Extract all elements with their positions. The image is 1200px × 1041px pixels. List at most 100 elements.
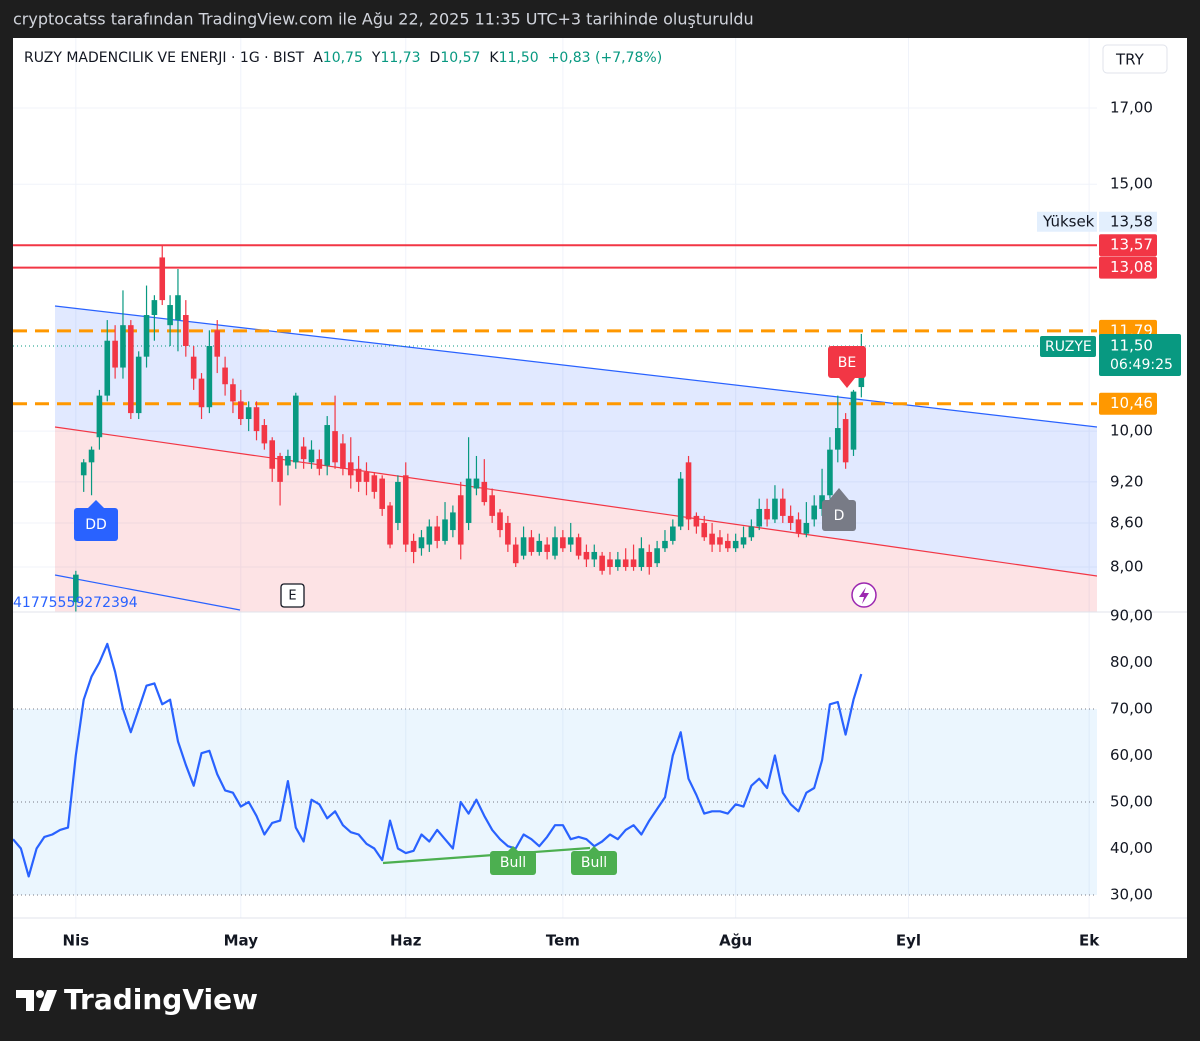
candle-body [363, 472, 370, 482]
candle-body [630, 559, 637, 567]
logo-mark [39, 990, 57, 1011]
candle-body [308, 449, 315, 463]
divergence-arrow [507, 846, 519, 852]
candle-body [465, 478, 472, 523]
currency-box[interactable] [1102, 44, 1168, 74]
candle-body [599, 555, 605, 571]
candle-body [332, 431, 338, 463]
last-price-box [1099, 333, 1181, 376]
price-label-box [1099, 392, 1157, 415]
candle-body [340, 443, 346, 469]
candle-body [237, 401, 244, 420]
x-tick-label: Tem [546, 932, 580, 950]
candle-body [245, 407, 252, 420]
candle-body [489, 495, 495, 516]
channel-fill-lower [55, 427, 1097, 612]
high-marker-name: Yüksek [1042, 212, 1095, 230]
candle-body [779, 498, 786, 516]
signal-box [828, 346, 866, 378]
candle-body [756, 508, 763, 527]
symbol-title: RUZY MADENCILIK VE ENERJI · 1G · BIST [24, 50, 305, 66]
signal-label: BE [838, 355, 856, 371]
candle-body [112, 340, 118, 368]
logo-mark [36, 990, 44, 998]
trendline [54, 305, 1097, 428]
candle-body [787, 515, 794, 523]
price-label-box [1099, 256, 1157, 279]
candle-body [418, 537, 425, 549]
candle-body [457, 495, 464, 545]
candle-body [355, 468, 362, 482]
candle-body [442, 519, 448, 541]
legend-change: +0,83 (+7,78%) [547, 50, 663, 66]
signal-label: DD [85, 517, 107, 533]
candle-body [662, 540, 668, 549]
candle-body [528, 537, 535, 552]
x-tick-label: Ek [1079, 932, 1100, 950]
rsi-pane: Bull Bull [13, 642, 1097, 896]
legend-value: 11,50 [498, 50, 539, 66]
candle-body [175, 295, 181, 321]
candle-body [615, 559, 621, 567]
candle-body [748, 526, 755, 538]
logo-mark [16, 990, 34, 1011]
candle-body [230, 384, 236, 402]
rsi-tick-label: 90,00 [1110, 606, 1153, 624]
candle-body [693, 515, 700, 527]
candle-body [88, 449, 95, 463]
signal-arrow [88, 500, 104, 508]
candle-body [80, 462, 87, 476]
candle-body [190, 356, 197, 379]
candle-body [834, 428, 841, 450]
candle-body [842, 419, 849, 463]
symbol-tag: RUZYE [1045, 339, 1092, 355]
candle-body [685, 462, 692, 520]
candle-body [410, 540, 417, 552]
candle-body [261, 425, 268, 444]
brand-logo [16, 990, 57, 1011]
rsi-tick-label: 60,00 [1110, 746, 1153, 764]
legend-value: 10,57 [440, 50, 481, 66]
legend-key: K [489, 50, 499, 66]
candle-body [740, 537, 747, 545]
x-tick-label: Ağu [719, 932, 752, 950]
signal-box [74, 508, 118, 541]
candle-body [269, 440, 276, 469]
x-tick-label: May [224, 932, 259, 950]
legend-key: D [429, 50, 441, 66]
candle-body [285, 455, 291, 466]
candle-body [819, 495, 825, 509]
candle-body [347, 462, 354, 476]
candle-body [520, 537, 527, 556]
candle-body [371, 475, 378, 492]
trendline [54, 426, 1097, 577]
candle-body [206, 345, 213, 408]
drawing-label: 41775559272394 [13, 595, 138, 611]
candle-body [654, 548, 660, 564]
candle-body [717, 537, 723, 545]
candle-body [725, 540, 731, 549]
candle-body [764, 508, 770, 520]
candle-body [670, 526, 676, 541]
candle-body [677, 478, 684, 527]
candle-body [701, 522, 708, 538]
candle-body [850, 391, 857, 450]
candle-body [96, 395, 103, 438]
price-label: 10,46 [1110, 394, 1153, 412]
candle-body [709, 533, 715, 545]
high-marker-value-box [1099, 211, 1157, 232]
candle-body [795, 519, 802, 534]
signal-arrow [839, 378, 855, 388]
candle-body [214, 330, 221, 357]
rsi-tick-label: 40,00 [1110, 839, 1153, 857]
candle-body [552, 537, 558, 556]
x-tick-label: Haz [390, 932, 422, 950]
header-caption: cryptocatss tarafından TradingView.com i… [13, 10, 754, 29]
candle-body [512, 544, 519, 564]
rsi-tick-label: 30,00 [1110, 885, 1153, 903]
candle-body [591, 551, 598, 560]
divergence-box [571, 851, 617, 875]
candle-body [732, 540, 739, 549]
